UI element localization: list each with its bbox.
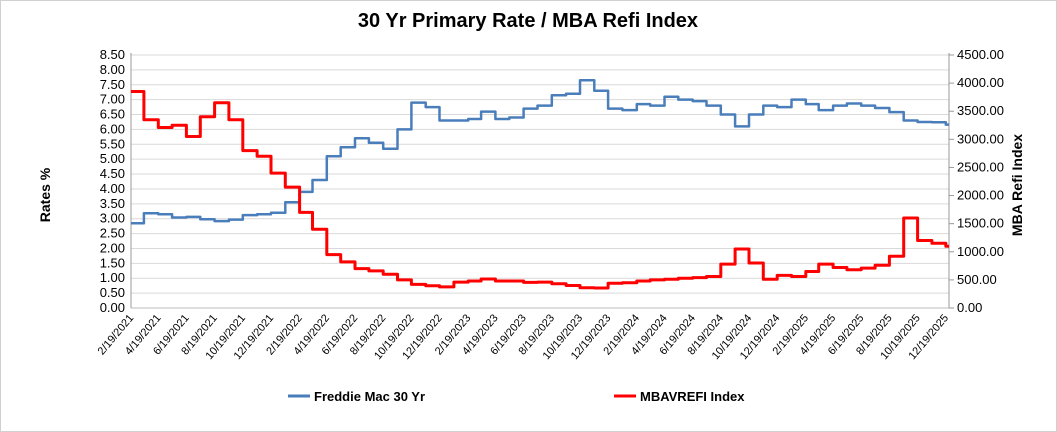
y-tick-label: 7.00	[100, 92, 125, 107]
gridlines	[131, 54, 949, 309]
y-tick-label: 5.00	[100, 151, 125, 166]
y-tick-label: 6.00	[100, 121, 125, 136]
y-tick-label: 3.50	[100, 196, 125, 211]
legend-label-mba: MBAVREFI Index	[640, 389, 745, 404]
y-tick-label: 0.00	[100, 300, 125, 315]
y-tick-label: 1.50	[100, 255, 125, 270]
y-tick-label: 4.50	[100, 166, 125, 181]
series-line-mbavrefi	[131, 90, 949, 290]
y2-tick-label: 4500.00	[957, 47, 1004, 62]
y2-axis-label: MBA Refi Index	[1009, 134, 1025, 236]
y-tick-label: 0.50	[100, 285, 125, 300]
y-tick-label: 4.00	[100, 181, 125, 196]
y2-tick-label: 1000.00	[957, 244, 1004, 259]
series-line-freddie-mac	[131, 79, 949, 225]
y2-tick-label: 4000.00	[957, 75, 1004, 90]
y-tick-label: 6.50	[100, 107, 125, 122]
y-axis-label: Rates %	[37, 167, 53, 222]
y2-tick-label: 0.00	[957, 300, 982, 315]
y-tick-label: 2.50	[100, 226, 125, 241]
y-tick-label: 5.50	[100, 136, 125, 151]
legend-label-freddie: Freddie Mac 30 Yr	[314, 389, 425, 404]
y2-tick-label: 1500.00	[957, 216, 1004, 231]
legend: Freddie Mac 30 Yr MBAVREFI Index	[288, 389, 745, 404]
chart-title: 30 Yr Primary Rate / MBA Refi Index	[358, 10, 698, 32]
y2-tick-label: 500.00	[957, 272, 997, 287]
y-tick-label: 3.00	[100, 211, 125, 226]
y-tick-label: 2.00	[100, 240, 125, 255]
y2-tick-label: 3000.00	[957, 131, 1004, 146]
y-tick-label: 8.00	[100, 62, 125, 77]
y2-tick-label: 2000.00	[957, 188, 1004, 203]
y-tick-label: 7.50	[100, 77, 125, 92]
y-tick-label: 8.50	[100, 47, 125, 62]
y2-tick-label: 3500.00	[957, 103, 1004, 118]
y2-tick-label: 2500.00	[957, 159, 1004, 174]
y-tick-label: 1.00	[100, 270, 125, 285]
series-lines	[130, 79, 949, 290]
